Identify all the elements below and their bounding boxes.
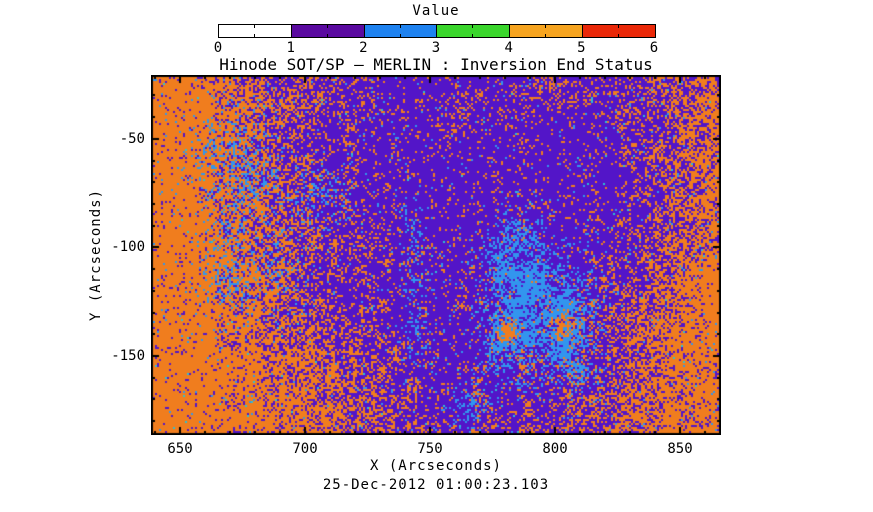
colorbar-segment [510,25,584,37]
y-tick-label: -100 [111,239,145,256]
timestamp: 25-Dec-2012 01:00:23.103 [322,477,550,493]
colorbar-minor-tick [617,34,619,37]
colorbar-tick-label: 3 [431,40,441,56]
colorbar-minor-tick [617,25,619,28]
colorbar [218,24,656,38]
colorbar-minor-tick [545,25,546,28]
heatmap-canvas [151,75,721,435]
x-tick-label: 800 [542,441,568,457]
colorbar-segment [583,25,655,37]
colorbar-segment [364,25,438,37]
colorbar-minor-tick [399,34,401,37]
y-tick-label: -150 [111,347,145,364]
colorbar-tick-label: 5 [577,40,586,56]
colorbar-tick-label: 1 [286,40,295,56]
x-tick-label: 650 [167,441,193,457]
colorbar-tick-label: 0 [213,40,223,56]
colorbar-minor-tick [327,25,328,28]
x-axis-label: X (Arcseconds) [369,458,502,474]
x-tick-label: 700 [292,441,318,457]
colorbar-minor-tick [254,25,256,28]
x-tick-label: 850 [667,441,693,457]
colorbar-tick-label: 2 [359,40,368,56]
colorbar-minor-tick [545,34,546,37]
colorbar-segment [219,25,292,37]
y-tick-label: -50 [119,130,145,147]
colorbar-title: Value [412,3,460,19]
x-tick-label: 750 [417,441,443,457]
colorbar-minor-tick [472,25,474,28]
colorbar-tick-label: 6 [649,40,659,56]
colorbar-segment [291,25,365,37]
colorbar-minor-tick [472,34,474,37]
colorbar-minor-tick [327,34,328,37]
colorbar-minor-tick [399,25,401,28]
colorbar-segment [437,25,511,37]
colorbar-tick-label: 4 [504,40,513,56]
colorbar-minor-tick [254,34,256,37]
plot-title: Hinode SOT/SP — MERLIN : Inversion End S… [219,55,653,74]
